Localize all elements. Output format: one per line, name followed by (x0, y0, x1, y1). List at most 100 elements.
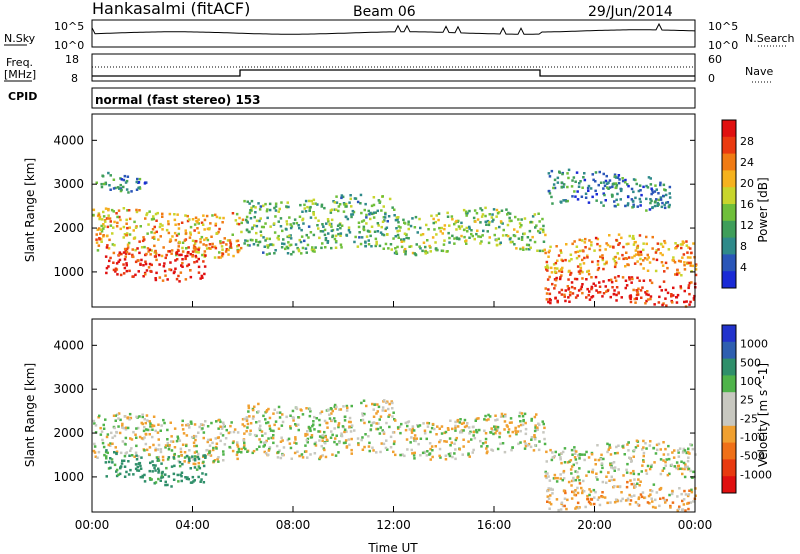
velocity-cell (368, 449, 371, 453)
velocity-cell (684, 463, 687, 466)
power-cell (683, 300, 686, 304)
velocity-cell (594, 458, 597, 462)
power-cell (442, 243, 446, 246)
velocity-cell (204, 420, 207, 423)
velocity-cell (573, 493, 576, 497)
power-cell (646, 290, 649, 293)
velocity-cell (548, 479, 552, 482)
velocity-cell (545, 460, 548, 463)
velocity-cell (172, 478, 176, 481)
velocity-cell (320, 410, 324, 413)
power-cell (213, 256, 217, 259)
power-cell (679, 243, 683, 246)
velocity-cell (491, 428, 494, 432)
velocity-cell (569, 459, 573, 462)
velocity-cell (130, 454, 134, 457)
power-cell (666, 266, 669, 270)
power-cell (579, 269, 582, 272)
velocity-cell (134, 463, 138, 466)
velocity-cell (264, 441, 267, 444)
velocity-cell (572, 463, 575, 467)
velocity-cell (164, 473, 167, 476)
velocity-cell (462, 429, 465, 432)
power-cell (131, 248, 134, 251)
power-cell (359, 242, 363, 246)
velocity-cell (93, 445, 97, 448)
power-cell (300, 228, 303, 232)
power-cell (658, 285, 662, 289)
power-cell (116, 221, 119, 225)
colorbar-tick-label: 4 (740, 261, 747, 274)
velocity-cell (436, 425, 439, 428)
power-cell (311, 246, 314, 249)
velocity-cell (318, 430, 322, 433)
power-cell (154, 250, 157, 253)
power-cell (184, 214, 187, 217)
power-cell (479, 207, 482, 210)
colorbar-frame (721, 324, 737, 494)
velocity-cell (676, 449, 680, 452)
velocity-cell (629, 479, 632, 482)
velocity-cell (314, 441, 317, 444)
velocity-cell (549, 502, 553, 506)
velocity-cell (344, 441, 347, 444)
colorbar-swatch (722, 409, 736, 427)
power-cell (157, 253, 161, 257)
velocity-cell (245, 429, 248, 433)
velocity-cell (361, 414, 365, 417)
velocity-cell (683, 475, 687, 479)
velocity-cell (586, 494, 589, 498)
power-cell (690, 251, 693, 255)
power-cell (193, 248, 197, 251)
power-cell (660, 205, 664, 209)
power-cell (631, 256, 634, 259)
power-cell (336, 224, 340, 227)
power-cell (231, 212, 235, 215)
power-cell (181, 250, 185, 253)
velocity-cell (573, 449, 577, 452)
velocity-cell (389, 446, 393, 449)
velocity-cell (533, 429, 537, 433)
velocity-cell (456, 425, 460, 428)
velocity-cell (132, 430, 135, 434)
velocity-cell (340, 432, 343, 435)
power-cell (107, 171, 110, 175)
power-cell (601, 295, 604, 298)
power-cell (92, 213, 95, 217)
power-cell (598, 281, 601, 284)
power-cell (202, 214, 205, 217)
velocity-cell (567, 480, 571, 484)
power-cell (326, 241, 329, 244)
power-cell (368, 230, 372, 233)
power-cell (486, 230, 489, 233)
power-cell (298, 215, 302, 218)
power-cell (326, 218, 330, 221)
velocity-cell (438, 427, 441, 430)
power-cell (685, 240, 688, 243)
velocity-cell (318, 418, 321, 422)
power-cell (367, 230, 370, 233)
power-cell (659, 196, 663, 199)
velocity-cell (651, 505, 655, 509)
power-cell (403, 221, 406, 224)
power-cell (614, 182, 618, 185)
velocity-cell (636, 444, 640, 447)
velocity-cell (664, 447, 667, 451)
velocity-cell (329, 436, 333, 439)
power-cell (358, 236, 361, 239)
velocity-cell (451, 427, 454, 431)
velocity-cell (197, 475, 200, 479)
power-cell (661, 303, 664, 307)
velocity-cell (156, 448, 160, 451)
velocity-cell (247, 406, 251, 410)
power-cell (170, 249, 174, 252)
power-cell (161, 215, 164, 218)
velocity-cell (139, 475, 142, 479)
power-cell (594, 180, 597, 183)
power-cell (506, 223, 510, 227)
velocity-cell (400, 422, 403, 426)
velocity-cell (659, 497, 662, 500)
power-cell (191, 255, 194, 258)
velocity-cell (573, 446, 576, 449)
